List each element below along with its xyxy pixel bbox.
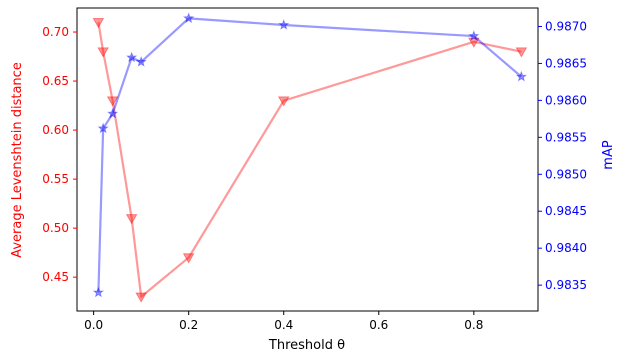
x-axis-label: Threshold θ	[268, 338, 345, 353]
right-y-tick-label: 0.9835	[545, 278, 587, 292]
right-y-tick-label: 0.9860	[545, 93, 587, 107]
left-y-tick-label: 0.55	[42, 172, 69, 186]
map-data-point	[126, 51, 138, 63]
levenshtein-data-point	[515, 47, 528, 58]
levenshtein-data-point	[135, 292, 148, 303]
left-y-tick-label: 0.60	[42, 123, 69, 137]
left-y-axis-label: Average Levenshtein distance	[10, 62, 25, 258]
x-tick-label: 0.8	[464, 318, 483, 332]
right-y-tick-label: 0.9845	[545, 204, 587, 218]
map-series-line	[97, 17, 523, 293]
right-y-tick-label: 0.9855	[545, 130, 587, 144]
x-tick-label: 0.4	[274, 318, 293, 332]
map-data-point	[97, 122, 109, 134]
axes-layer: 0.0 0.2 0.4 0.6 0.8 0.45 0.50 0.55 0.60 0.65 0.70 0…	[42, 7, 587, 332]
levenshtein-data-point	[92, 17, 105, 29]
right-y-tick-label: 0.9840	[545, 241, 587, 255]
x-tick-label: 0.6	[369, 318, 388, 332]
map-data-point	[107, 107, 119, 119]
map-data-point	[92, 286, 105, 298]
x-tick-label: 0.2	[179, 318, 198, 332]
series-layer	[92, 12, 528, 303]
map-data-point	[468, 30, 480, 41]
levenshtein-data-point	[277, 96, 290, 107]
map-data-point	[183, 12, 195, 24]
plot-frame	[76, 7, 539, 312]
left-y-tick-label: 0.65	[42, 74, 69, 88]
levenshtein-data-point	[125, 214, 138, 225]
levenshtein-series-line	[97, 22, 522, 298]
levenshtein-data-point	[467, 37, 480, 48]
map-data-point	[135, 56, 147, 67]
levenshtein-data-point	[106, 96, 119, 107]
levenshtein-data-point	[182, 253, 195, 264]
map-data-point	[278, 19, 290, 30]
x-tick-label: 0.0	[84, 318, 103, 332]
right-y-tick-label: 0.9865	[545, 56, 587, 70]
map-data-point	[515, 70, 527, 82]
left-y-tick-label: 0.45	[42, 270, 69, 284]
left-y-tick-label: 0.70	[42, 25, 69, 39]
left-y-tick-label: 0.50	[42, 221, 69, 235]
right-y-tick-label: 0.9850	[545, 167, 587, 181]
levenshtein-data-point	[97, 47, 110, 58]
right-y-tick-label: 0.9870	[545, 19, 587, 33]
right-y-axis-label: mAP	[601, 140, 616, 170]
